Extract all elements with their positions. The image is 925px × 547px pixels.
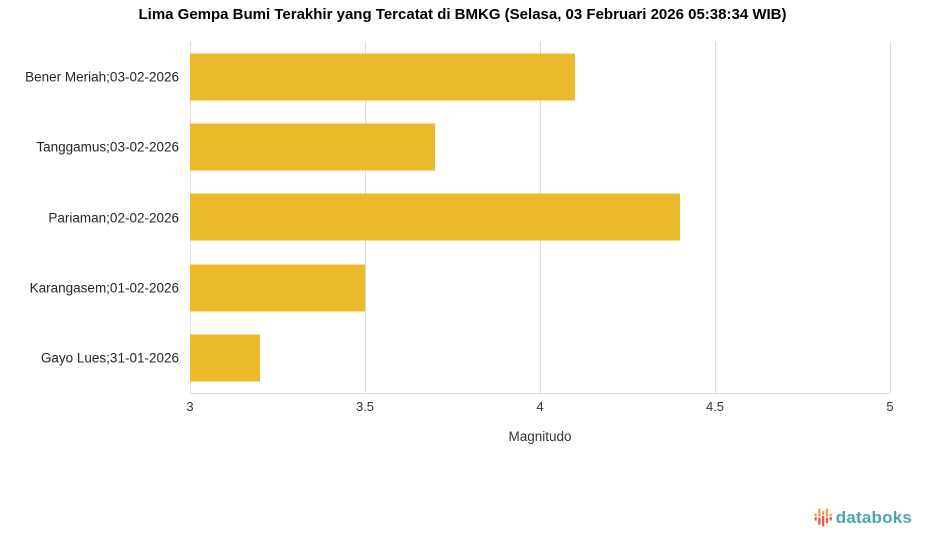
icon-bar [821,515,825,527]
bar-row [190,253,890,323]
x-tick-label: 4 [536,399,544,414]
icon-bar [829,517,832,521]
databoks-icon [814,508,832,527]
category-label: Pariaman;02-02-2026 [48,210,179,225]
category-label: Tanggamus;03-02-2026 [36,139,179,155]
icon-bar [817,517,821,525]
bar [190,264,365,312]
category-label: Gayo Lues;31-01-2026 [40,350,179,366]
bar [190,53,575,101]
icon-bar [814,517,817,521]
bar-row [190,42,890,112]
x-axis-label: Magnitudo [508,429,572,444]
icon-bar [825,508,828,517]
x-tick-label: 3.5 [355,399,375,414]
bar-row [190,112,890,182]
bar [190,193,680,241]
icon-bar [821,510,825,515]
category-label: Bener Meriah;03-02-2026 [25,69,179,85]
category-label: Karangasem;01-02-2026 [29,280,179,296]
bar-row [190,182,890,252]
gridline [715,42,716,393]
gridline [890,42,891,393]
databoks-wordmark: databoks [835,507,912,527]
x-axis: 3 3.5 4 4.5 5 [186,399,894,417]
chart-title: Lima Gempa Bumi Terakhir yang Tercatat d… [138,6,787,23]
databoks-logo: databoks [814,506,912,529]
icon-bar [817,508,821,517]
bar [190,123,435,171]
bar [190,334,260,382]
y-axis-labels: Bener Meriah;03-02-2026 Tanggamus;03-02-2… [0,42,184,393]
x-tick-label: 5 [886,399,894,414]
plot-area [190,42,891,394]
icon-bar [829,513,832,517]
icon-bar [825,517,828,524]
bar-row [190,323,890,393]
x-tick-label: 3 [186,399,194,414]
icon-bar [814,513,817,517]
x-tick-label: 4.5 [705,399,725,414]
